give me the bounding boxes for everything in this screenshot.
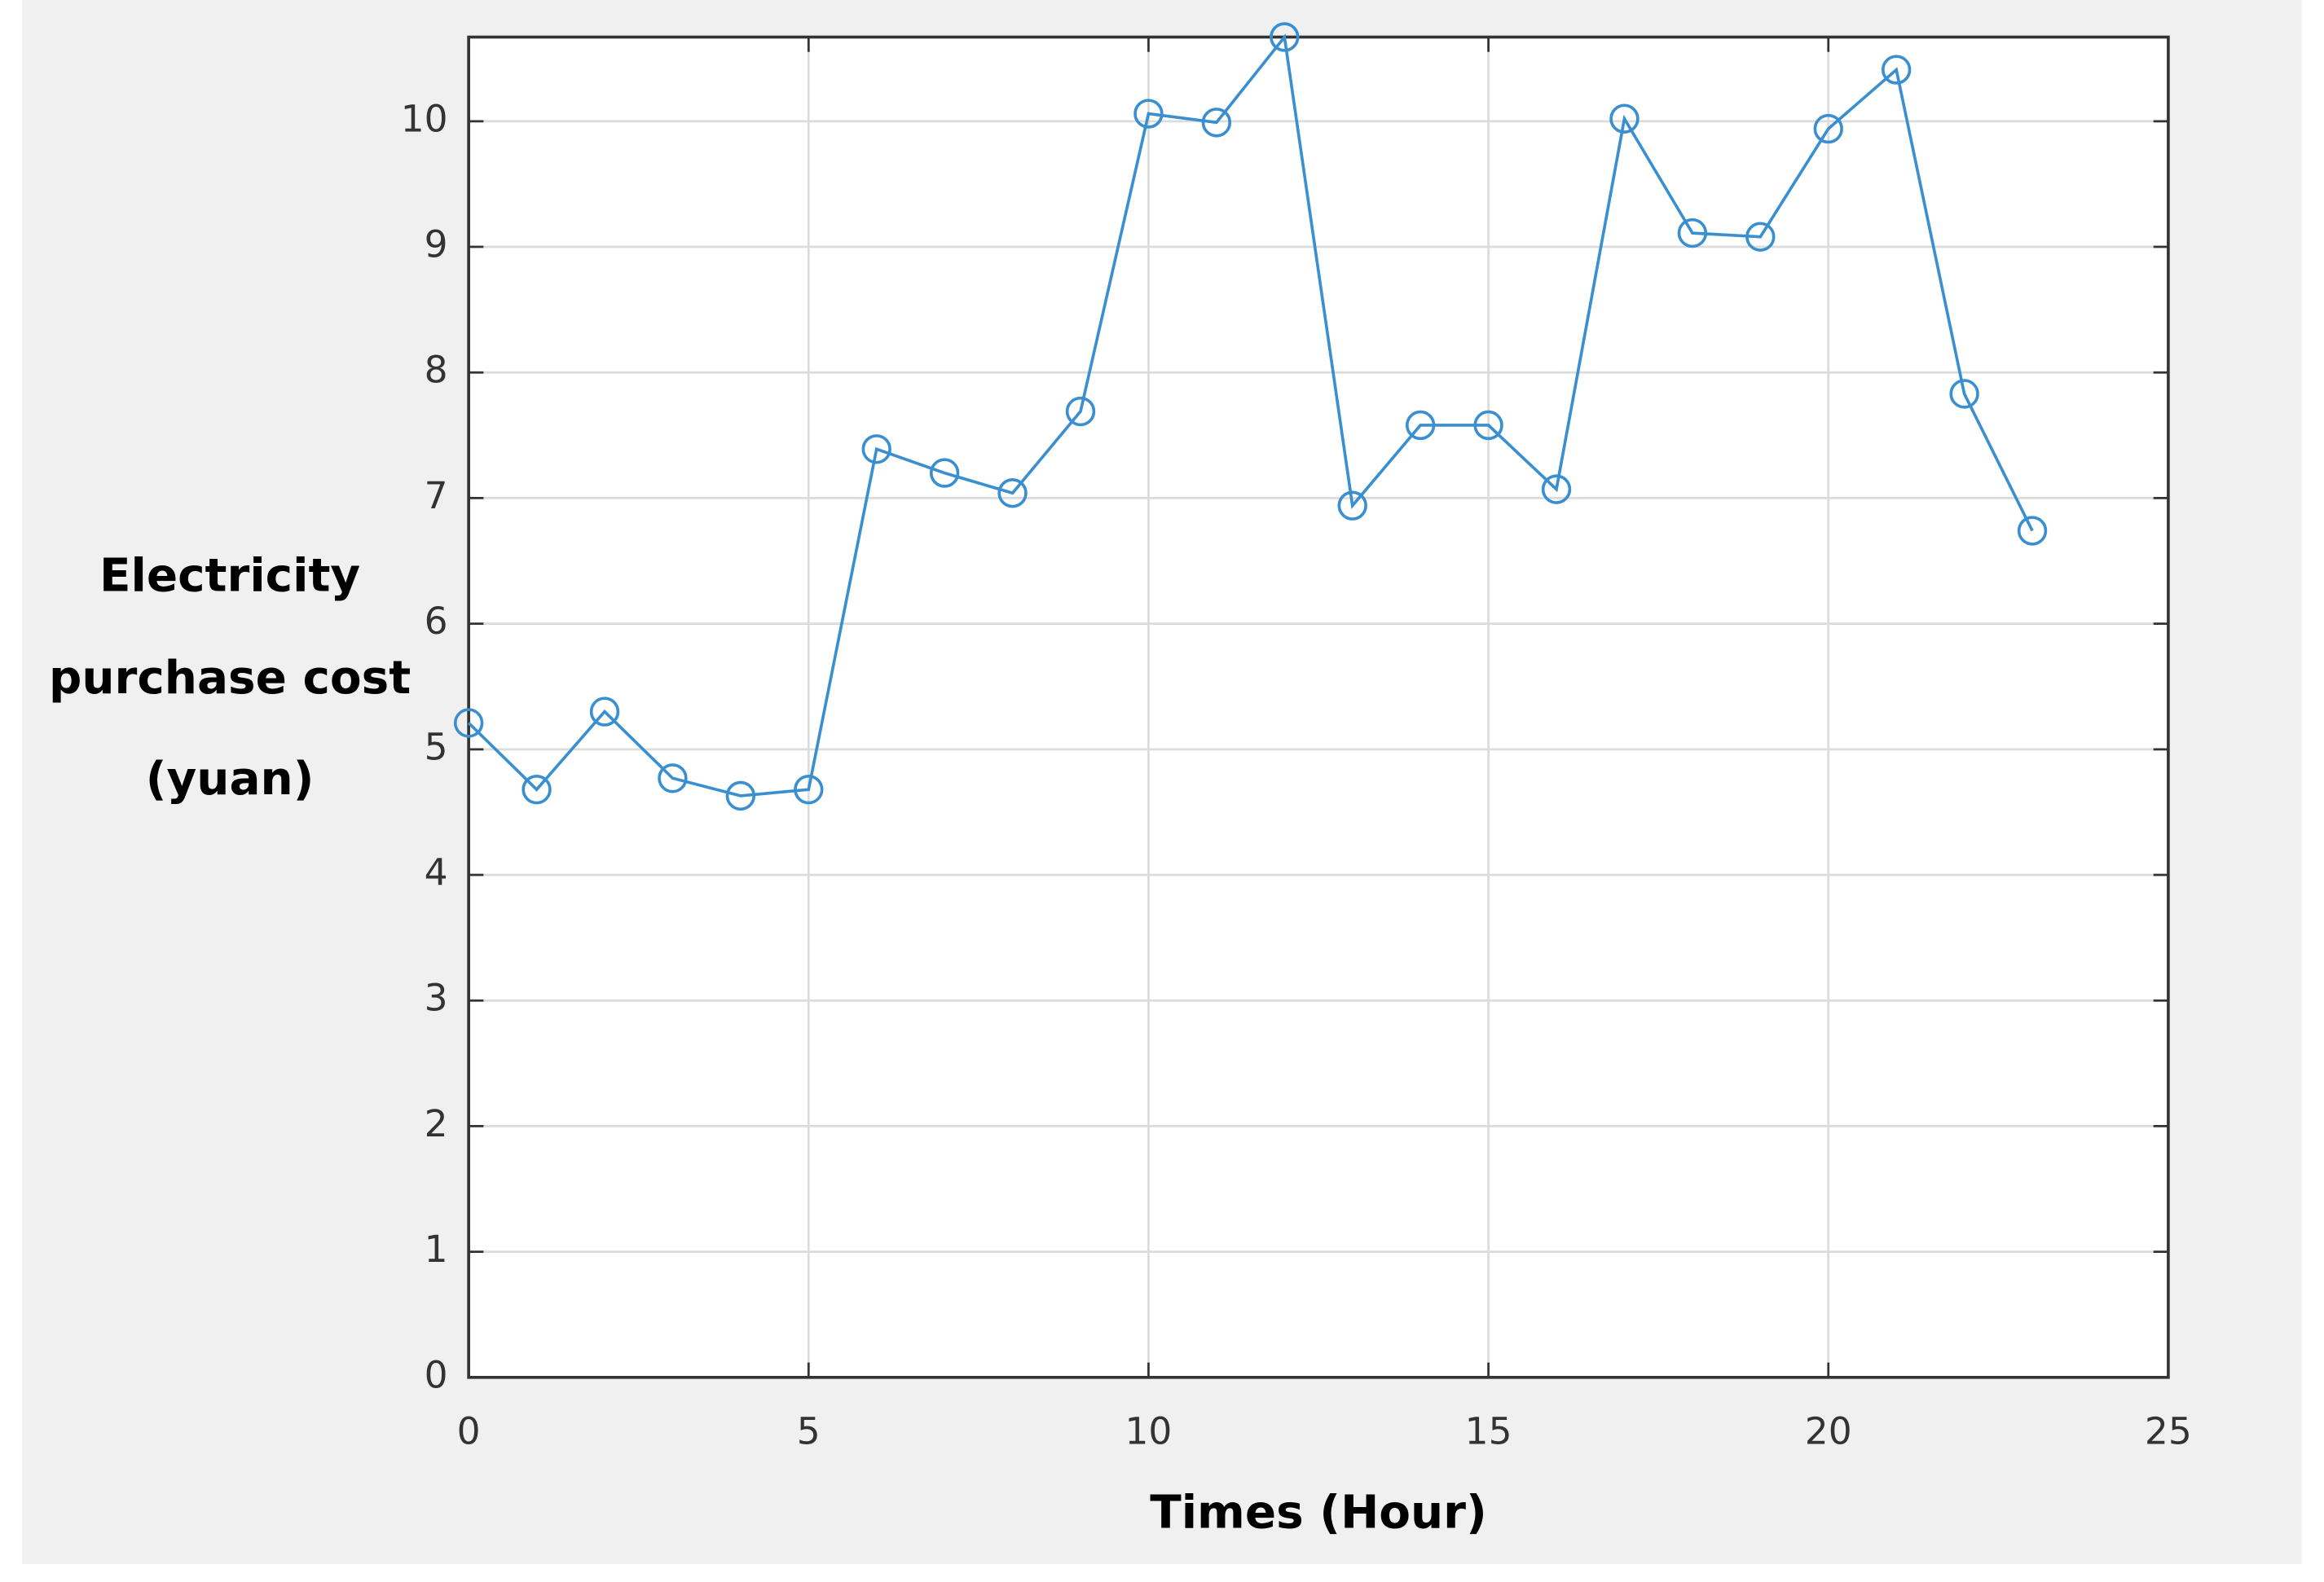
y-axis-label: (yuan) [146,753,315,806]
y-tick-label: 6 [425,600,448,643]
data-point [522,774,552,805]
x-tick-label: 15 [1465,1409,1512,1452]
plot-frame [467,35,2170,1379]
data-point [453,708,484,738]
data-point [658,763,688,793]
plot-background [469,37,2168,1378]
y-axis-label: Electricity [99,549,360,602]
data-point [1133,99,1164,129]
y-tick-label: 9 [425,223,448,266]
data-point [1337,490,1367,521]
x-axis-label: Times (Hour) [1150,1487,1487,1540]
data-point [1270,22,1300,52]
data-point [1677,218,1708,248]
data-point [997,478,1028,508]
y-tick-label: 2 [425,1102,448,1145]
x-tick-label: 0 [457,1409,481,1452]
y-tick-label: 5 [425,725,448,768]
x-tick-label: 10 [1125,1409,1172,1452]
data-point [1813,113,1843,144]
y-tick-label: 4 [425,851,448,894]
y-tick-label: 1 [425,1228,448,1271]
data-point [1609,103,1640,134]
y-axis-label: purchase cost [49,652,411,705]
data-point [861,434,891,464]
data-point [1541,474,1572,504]
data-point [589,697,620,727]
x-tick-label: 5 [797,1409,821,1452]
y-tick-label: 8 [425,349,448,392]
data-point [1405,410,1436,441]
data-point [1065,396,1096,427]
data-point [725,780,756,811]
y-tick-label: 3 [425,977,448,1020]
data-point [1473,410,1503,441]
data-point [794,774,824,805]
data-point [1949,379,1979,409]
x-tick-label: 20 [1805,1409,1852,1452]
series-line [467,33,2034,798]
data-point [1201,108,1232,138]
y-tick-label: 10 [401,97,448,140]
data-point [1745,222,1776,252]
y-tick-label: 7 [425,474,448,517]
x-tick-label: 25 [2145,1409,2192,1452]
data-point [1881,55,1912,85]
data-point [929,458,960,488]
y-tick-label: 0 [425,1353,448,1396]
data-point [2017,516,2048,546]
